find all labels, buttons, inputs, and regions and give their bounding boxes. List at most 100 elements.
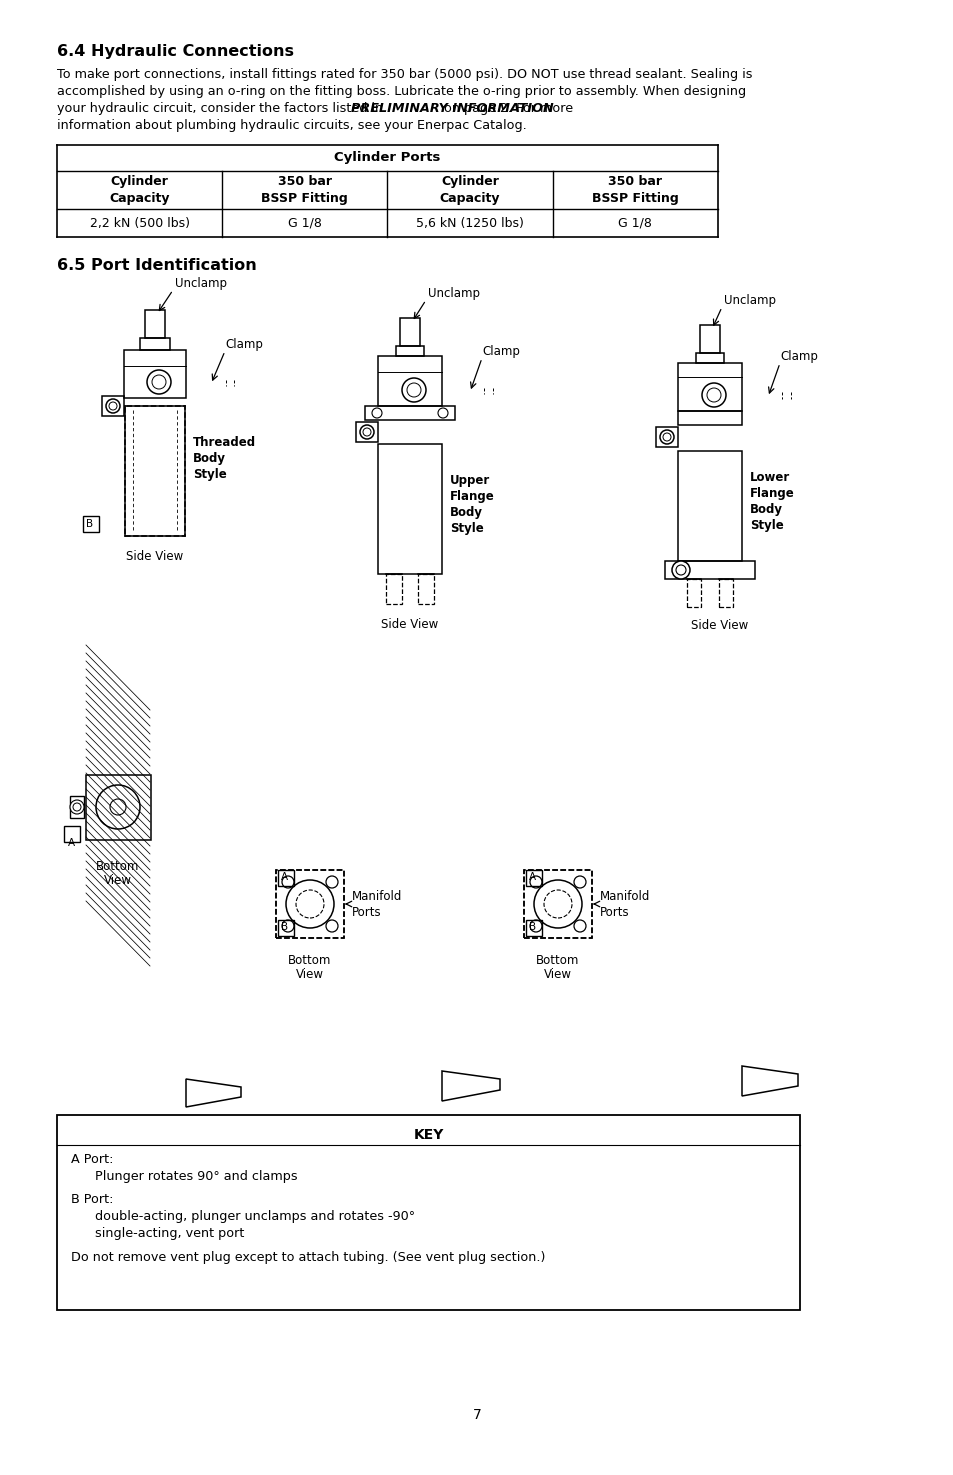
Text: Cylinder
Capacity: Cylinder Capacity — [439, 176, 500, 205]
Text: Clamp: Clamp — [481, 345, 519, 358]
Bar — [86, 774, 151, 839]
Bar — [86, 774, 151, 839]
Bar — [386, 574, 401, 603]
Bar — [102, 395, 124, 416]
Bar — [395, 347, 423, 355]
Text: 350 bar
BSSP Fitting: 350 bar BSSP Fitting — [592, 176, 678, 205]
Text: Flange: Flange — [749, 487, 794, 500]
Text: Plunger rotates 90° and clamps: Plunger rotates 90° and clamps — [95, 1170, 297, 1183]
Text: Flange: Flange — [450, 490, 495, 503]
Bar — [86, 774, 151, 839]
Bar — [57, 1115, 800, 1310]
Bar — [145, 310, 165, 338]
Bar — [86, 774, 151, 839]
Bar — [86, 774, 151, 839]
Bar — [365, 406, 455, 420]
Bar — [275, 870, 344, 938]
Text: View: View — [104, 875, 132, 886]
Bar — [86, 774, 151, 839]
Text: Do not remove vent plug except to attach tubing. (See vent plug section.): Do not remove vent plug except to attach… — [71, 1251, 545, 1264]
Circle shape — [70, 799, 84, 814]
Text: Cylinder Ports: Cylinder Ports — [334, 152, 440, 165]
Bar — [686, 580, 700, 608]
Text: A: A — [529, 872, 536, 882]
Text: Manifold: Manifold — [599, 889, 650, 903]
Bar — [86, 774, 151, 839]
Bar — [678, 363, 741, 412]
Bar — [86, 774, 151, 839]
Text: Ports: Ports — [352, 906, 381, 919]
Bar — [86, 774, 151, 839]
Text: Side View: Side View — [381, 618, 438, 631]
Bar — [86, 774, 151, 839]
Bar — [719, 580, 732, 608]
Bar — [678, 451, 741, 560]
Bar — [86, 774, 151, 839]
Bar — [275, 870, 344, 938]
Bar — [86, 774, 151, 839]
Bar — [86, 774, 151, 839]
Text: Threaded: Threaded — [193, 437, 255, 448]
Text: Body: Body — [450, 506, 482, 519]
Text: Style: Style — [193, 468, 227, 481]
Bar — [86, 774, 151, 839]
Text: Body: Body — [749, 503, 782, 516]
Bar — [70, 796, 84, 819]
Text: Unclamp: Unclamp — [428, 288, 479, 299]
Bar — [377, 444, 441, 574]
Text: To make port connections, install fittings rated for 350 bar (5000 psi). DO NOT : To make port connections, install fittin… — [57, 68, 752, 81]
Bar — [124, 350, 186, 398]
Bar — [355, 422, 377, 442]
Bar — [64, 826, 80, 842]
Text: A Port:: A Port: — [71, 1153, 113, 1167]
Bar — [86, 774, 151, 839]
Circle shape — [671, 560, 689, 580]
Bar — [86, 774, 151, 839]
Text: Cylinder
Capacity: Cylinder Capacity — [110, 176, 170, 205]
Bar — [525, 920, 541, 937]
Text: A: A — [68, 838, 75, 848]
Bar — [525, 870, 541, 886]
Bar — [86, 774, 151, 839]
Text: 6.4 Hydraulic Connections: 6.4 Hydraulic Connections — [57, 44, 294, 59]
Bar — [86, 774, 151, 839]
Text: Style: Style — [749, 519, 783, 532]
Bar — [86, 774, 151, 839]
Bar — [417, 574, 434, 603]
Bar — [277, 870, 294, 886]
Text: single-acting, vent port: single-acting, vent port — [95, 1227, 244, 1240]
Bar — [83, 516, 99, 532]
Text: Upper: Upper — [450, 473, 490, 487]
Bar — [86, 774, 151, 839]
Bar — [86, 774, 151, 839]
Text: Clamp: Clamp — [225, 338, 263, 351]
Bar — [277, 920, 294, 937]
Text: B Port:: B Port: — [71, 1193, 113, 1207]
Text: information about plumbing hydraulic circuits, see your Enerpac Catalog.: information about plumbing hydraulic cir… — [57, 119, 526, 131]
Bar — [523, 870, 592, 938]
Text: Body: Body — [193, 451, 226, 465]
Bar — [86, 774, 151, 839]
Text: Bottom: Bottom — [536, 954, 579, 968]
Bar — [656, 426, 678, 447]
Text: double-acting, plunger unclamps and rotates -90°: double-acting, plunger unclamps and rota… — [95, 1210, 415, 1223]
Text: Lower: Lower — [749, 471, 789, 484]
Text: PRELIMINARY INFORMATION: PRELIMINARY INFORMATION — [351, 102, 554, 115]
Text: 6.5 Port Identification: 6.5 Port Identification — [57, 258, 256, 273]
Text: 2,2 kN (500 lbs): 2,2 kN (500 lbs) — [90, 217, 190, 230]
Text: 7: 7 — [472, 1409, 481, 1422]
Bar — [678, 412, 741, 425]
Bar — [86, 774, 151, 839]
Text: B: B — [86, 519, 93, 530]
Text: Unclamp: Unclamp — [174, 277, 227, 291]
Text: Side View: Side View — [691, 620, 748, 631]
Text: Manifold: Manifold — [352, 889, 402, 903]
Text: A: A — [281, 872, 288, 882]
Bar — [664, 560, 754, 580]
Text: your hydraulic circuit, consider the factors listed in: your hydraulic circuit, consider the fac… — [57, 102, 387, 115]
Bar — [523, 870, 592, 938]
Bar — [399, 319, 419, 347]
Bar — [86, 774, 151, 839]
Bar — [86, 774, 151, 839]
Bar — [696, 353, 723, 363]
